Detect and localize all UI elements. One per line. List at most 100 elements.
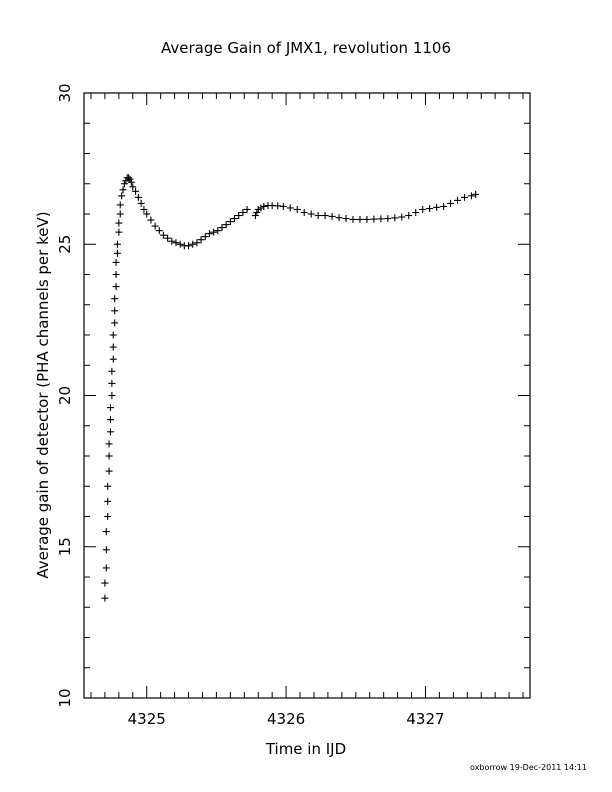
data-point — [260, 202, 268, 210]
data-point — [356, 215, 364, 223]
data-point — [398, 213, 406, 221]
data-point — [328, 212, 336, 220]
data-point — [151, 222, 159, 230]
y-tick-label: 30 — [56, 83, 74, 102]
data-point — [377, 215, 385, 223]
data-point — [172, 239, 180, 247]
data-point — [193, 239, 201, 247]
data-point — [454, 196, 462, 204]
data-point — [235, 212, 243, 220]
data-point — [119, 186, 127, 194]
data-point — [405, 212, 413, 220]
data-point — [127, 178, 135, 186]
data-point — [112, 283, 120, 291]
plot-frame — [83, 92, 531, 699]
data-point — [342, 215, 350, 223]
data-point — [109, 331, 117, 339]
chart-title: Average Gain of JMX1, revolution 1106 — [161, 39, 451, 57]
data-point — [116, 210, 124, 218]
data-point — [307, 210, 315, 218]
data-point — [147, 216, 155, 224]
data-point — [363, 215, 371, 223]
data-point — [132, 187, 140, 195]
data-point — [112, 258, 120, 266]
data-point — [447, 199, 455, 207]
data-point — [104, 482, 112, 490]
data-point — [143, 210, 151, 218]
data-point — [164, 234, 172, 242]
data-points — [101, 174, 480, 602]
data-point — [433, 203, 441, 211]
tick-marks — [84, 92, 530, 699]
data-point — [106, 404, 114, 412]
data-point — [108, 392, 116, 399]
data-point — [105, 452, 113, 460]
data-point — [251, 212, 259, 220]
data-point — [460, 193, 468, 201]
data-point — [201, 233, 209, 241]
data-point — [115, 228, 123, 236]
data-point — [125, 174, 133, 182]
data-point — [112, 271, 120, 278]
data-point — [222, 221, 230, 229]
data-point — [189, 240, 197, 248]
data-point — [472, 190, 480, 198]
data-point — [111, 319, 119, 327]
data-point — [168, 237, 176, 245]
data-point — [109, 343, 117, 351]
data-point — [185, 242, 193, 250]
data-point — [108, 367, 116, 375]
data-point — [335, 214, 343, 222]
data-point — [426, 205, 434, 213]
data-point — [300, 208, 308, 216]
data-point — [239, 208, 247, 216]
data-point — [120, 180, 128, 188]
x-tick-label: 4326 — [267, 710, 305, 728]
data-point — [104, 513, 112, 520]
footer-timestamp: oxborrow 19-Dec-2011 14:11 — [470, 763, 587, 772]
data-point — [286, 204, 294, 212]
x-tick-labels: 4325 4326 4327 — [128, 710, 445, 728]
data-point — [116, 201, 124, 209]
data-point — [210, 228, 218, 236]
data-point — [105, 440, 113, 448]
y-tick-label: 20 — [56, 386, 74, 405]
data-point — [140, 205, 148, 213]
data-point — [293, 205, 301, 213]
data-point — [106, 428, 114, 436]
x-tick-label: 4327 — [406, 710, 444, 728]
data-point — [129, 183, 137, 191]
data-point — [106, 416, 114, 424]
data-point — [118, 192, 126, 200]
data-point — [159, 231, 167, 239]
data-point — [384, 215, 392, 223]
data-point — [134, 193, 142, 201]
data-point — [105, 467, 113, 475]
data-point — [370, 215, 378, 223]
data-point — [467, 192, 475, 200]
data-point — [104, 497, 112, 505]
data-point — [440, 202, 448, 210]
data-point — [109, 355, 117, 363]
y-tick-label: 25 — [56, 235, 74, 254]
data-point — [226, 218, 234, 226]
y-tick-labels: 10 15 20 25 30 — [56, 83, 74, 707]
data-point — [108, 379, 116, 387]
x-axis-label: Time in IJD — [265, 740, 346, 758]
data-point — [137, 199, 145, 207]
data-point — [243, 205, 251, 213]
data-point — [111, 295, 119, 303]
data-point — [279, 202, 287, 210]
data-point — [176, 240, 184, 248]
data-point — [126, 175, 134, 183]
data-point — [349, 215, 357, 223]
data-point — [218, 224, 226, 232]
y-axis-label: Average gain of detector (PHA channels p… — [34, 211, 52, 578]
data-point — [111, 307, 119, 315]
data-point — [102, 546, 110, 554]
data-point — [101, 594, 109, 602]
data-point — [101, 579, 109, 587]
data-point — [205, 230, 213, 238]
